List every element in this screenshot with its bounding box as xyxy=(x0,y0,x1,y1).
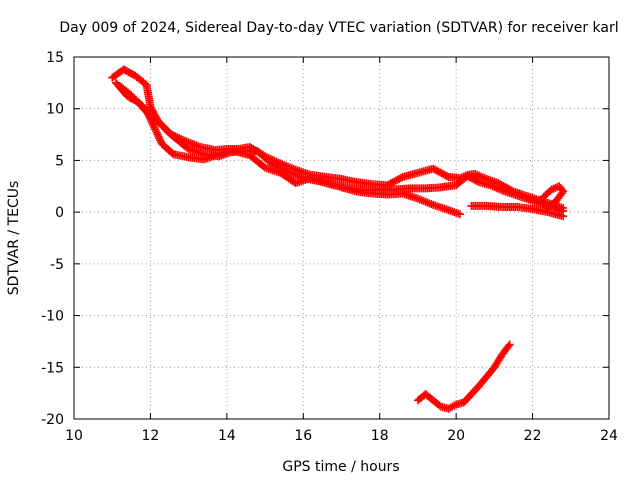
data-point-late-track xyxy=(559,212,568,221)
x-tick-label: 10 xyxy=(65,428,83,444)
data-point-lower-track xyxy=(148,119,157,128)
y-tick-label: -15 xyxy=(41,360,64,376)
x-tick-label: 22 xyxy=(524,428,542,444)
data-point-lower-track xyxy=(142,106,151,115)
y-tick-label: -20 xyxy=(41,412,64,428)
data-point-upper-track xyxy=(442,172,451,181)
x-tick-label: 14 xyxy=(218,428,236,444)
y-tick-label: 5 xyxy=(55,153,64,169)
axis-ticks: 10 12 14 16 18 20 22 24 -20 -15 -10 -5 0 5 10 15 xyxy=(41,50,618,444)
data-point-late-cluster xyxy=(537,197,546,206)
data-point-lower-track xyxy=(147,117,156,126)
data-point-lower-track xyxy=(455,210,464,219)
y-tick-label: 15 xyxy=(46,50,64,66)
y-tick-label: -10 xyxy=(41,309,64,325)
x-tick-label: 16 xyxy=(294,428,312,444)
x-tick-label: 12 xyxy=(142,428,160,444)
data-point-lower-track xyxy=(152,128,161,137)
x-tick-label: 20 xyxy=(447,428,465,444)
data-point-lower-track xyxy=(156,136,165,145)
data-point-lower-track xyxy=(154,132,163,141)
data-point-lower-track xyxy=(150,123,159,132)
plot-frame xyxy=(73,56,610,420)
data-point-middle-track xyxy=(473,177,482,186)
data-point-lower-track xyxy=(146,115,155,124)
data-point-lower-track xyxy=(151,127,160,136)
data-point-negative-track xyxy=(505,340,514,349)
data-point-lower-track xyxy=(153,130,162,139)
data-point-lower-track xyxy=(149,121,158,130)
data-point-lower-track xyxy=(143,108,152,117)
x-axis-label: GPS time / hours xyxy=(282,459,399,475)
grid xyxy=(74,57,609,419)
chart-title: Day 009 of 2024, Sidereal Day-to-day VTE… xyxy=(59,20,618,36)
x-tick-label: 24 xyxy=(600,428,618,444)
y-tick-label: 0 xyxy=(55,205,64,221)
data-point-lower-track xyxy=(144,110,153,119)
data-point-lower-track xyxy=(155,134,164,143)
data-point-upper-track xyxy=(396,173,405,182)
data-point-negative-track xyxy=(504,342,513,351)
data-points xyxy=(108,65,568,413)
y-tick-label: 10 xyxy=(46,102,64,118)
data-point-late-cluster xyxy=(536,195,545,204)
x-tick-label: 18 xyxy=(371,428,389,444)
data-point-lower-track xyxy=(146,114,155,123)
data-point-lower-track xyxy=(145,112,154,121)
y-axis-label: SDTVAR / TECUs xyxy=(6,181,22,296)
data-point-lower-track xyxy=(151,125,160,134)
y-tick-label: -5 xyxy=(50,257,64,273)
